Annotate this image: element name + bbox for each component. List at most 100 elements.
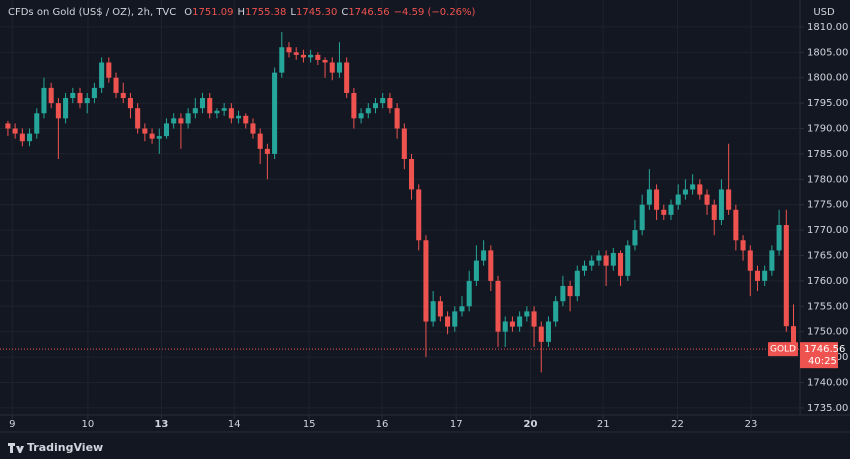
x-tick-label: 10 (82, 419, 95, 430)
candle-body (272, 72, 278, 154)
candle-body (315, 54, 321, 60)
candle-body (495, 280, 501, 332)
candle-body (769, 250, 775, 271)
ohlc-value: 1755.38 (245, 7, 286, 18)
x-tick-label: 9 (9, 419, 15, 430)
symbol-tag: GOLD (770, 345, 796, 355)
candle-body (416, 189, 422, 241)
candle-body (243, 115, 249, 124)
candle-body (387, 98, 393, 109)
candle-body (668, 204, 674, 215)
candle-body (502, 321, 508, 332)
brand-logo (8, 443, 24, 453)
ohlc-prefix: C (341, 7, 348, 18)
candle-body (156, 136, 162, 139)
candle-body (697, 184, 703, 195)
candle-body (654, 189, 660, 210)
candle-body (358, 113, 364, 119)
x-tick-label: 13 (154, 419, 168, 430)
y-tick-label: 1805.00 (807, 47, 848, 58)
symbol-tag-bg (768, 342, 798, 357)
candle-body (99, 62, 105, 88)
candles (5, 32, 797, 373)
candle-body (639, 204, 645, 231)
y-tick-label: 1800.00 (807, 73, 848, 84)
candle-body (207, 98, 213, 114)
candle-body (531, 311, 537, 327)
candle-body (344, 62, 350, 93)
candle-body (618, 252, 624, 276)
candle-body (178, 118, 184, 124)
candle-body (120, 92, 126, 99)
candle-body (466, 280, 472, 307)
y-tick-label: 1780.00 (807, 174, 848, 185)
candle-body (430, 301, 436, 322)
candle-body (776, 225, 782, 251)
candle-body (581, 265, 588, 271)
candle-body (538, 326, 544, 342)
candle-body (308, 54, 314, 58)
x-tick-label: 17 (450, 419, 463, 430)
candle-body (790, 326, 797, 350)
x-tick-label: 14 (228, 419, 241, 430)
candle-body (228, 108, 234, 119)
brand-name: TradingView (27, 441, 103, 454)
candle-body (718, 189, 724, 220)
candle-body (553, 301, 559, 322)
candle-body (610, 252, 616, 266)
y-tick-label: 1785.00 (807, 149, 848, 160)
candle-body (84, 98, 90, 104)
candle-body (452, 311, 458, 327)
candle-body (524, 311, 530, 317)
candle-body (509, 321, 515, 327)
candle-body (250, 123, 256, 134)
candle-body (322, 59, 328, 63)
candle-body (48, 87, 54, 104)
brand: TradingView (8, 441, 103, 454)
y-tick-label: 1790.00 (807, 124, 848, 135)
y-tick-label: 1765.00 (807, 251, 848, 262)
y-tick-label: 1760.00 (807, 276, 848, 287)
candle-body (682, 189, 688, 195)
price-tag-bg (800, 342, 838, 369)
candle-body (625, 245, 631, 276)
x-tick-label: 16 (376, 419, 389, 430)
candle-body (19, 133, 25, 142)
candle-body (113, 77, 119, 93)
y-tick-label: 1750.00 (807, 327, 848, 338)
candle-body (675, 194, 681, 205)
header-title: CFDs on Gold (US$ / OZ), 2h, TVC (8, 7, 176, 18)
candle-body (740, 240, 746, 251)
candle-body (70, 92, 76, 99)
candle-body (690, 184, 696, 190)
y-tick-label: 1735.00 (807, 403, 848, 414)
x-tick-label: 21 (597, 419, 610, 430)
candle-body (300, 54, 306, 58)
candle-body (135, 108, 141, 129)
candle-body (481, 250, 487, 261)
candle-body (27, 133, 33, 142)
candle-body (762, 270, 768, 281)
x-tick-label: 22 (671, 419, 684, 430)
candle-body (567, 285, 573, 297)
candle-body (517, 316, 523, 327)
candle-body (163, 123, 170, 137)
candle-body (106, 62, 112, 78)
candle-body (372, 103, 379, 109)
candle-body (279, 47, 285, 73)
candle-body (560, 285, 566, 302)
candle-body (365, 108, 371, 114)
x-tick-label: 15 (303, 419, 316, 430)
candle-body (596, 255, 602, 261)
candle-body (747, 250, 753, 271)
candle-body (589, 260, 595, 266)
candle-body (488, 250, 494, 281)
price-tag: 1746.56 (804, 344, 845, 355)
candle-body (63, 98, 69, 119)
candle-body (783, 225, 789, 327)
candle-body (632, 230, 638, 246)
candle-body (12, 128, 18, 134)
candle-body (423, 240, 429, 322)
